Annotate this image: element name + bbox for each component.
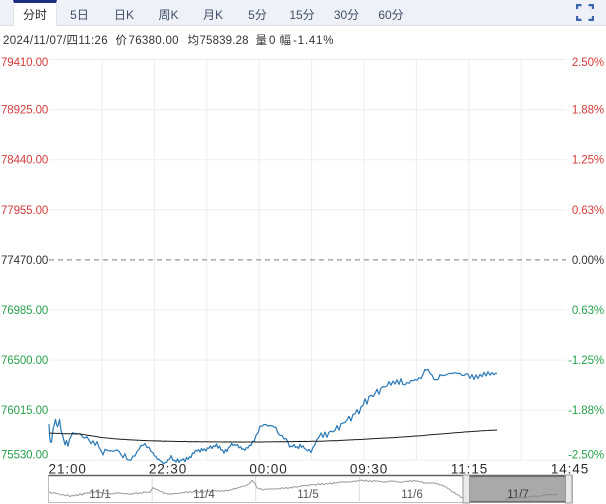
svg-text:09:30: 09:30 <box>350 462 388 477</box>
svg-text:-1.88%: -1.88% <box>568 405 604 417</box>
svg-text:0.00%: 0.00% <box>572 255 604 267</box>
svg-text:11/1: 11/1 <box>89 489 111 501</box>
svg-text:11/4: 11/4 <box>193 489 215 501</box>
svg-text:0.63%: 0.63% <box>572 205 604 217</box>
svg-text:11/6: 11/6 <box>401 489 423 501</box>
svg-text:-2.50%: -2.50% <box>568 450 604 462</box>
svg-text:11:15: 11:15 <box>451 462 488 477</box>
svg-text:76500.00: 76500.00 <box>1 355 48 367</box>
svg-text:2.50%: 2.50% <box>572 57 604 69</box>
svg-text:14:45: 14:45 <box>551 462 589 477</box>
svg-text:1.88%: 1.88% <box>572 105 604 117</box>
svg-text:0.63%: 0.63% <box>572 305 604 317</box>
svg-text:11/5: 11/5 <box>297 489 319 501</box>
svg-text:-1.25%: -1.25% <box>568 355 604 367</box>
svg-text:76985.00: 76985.00 <box>1 305 48 317</box>
svg-text:75530.00: 75530.00 <box>1 450 48 462</box>
svg-text:22:30: 22:30 <box>149 462 187 477</box>
svg-text:77470.00: 77470.00 <box>1 255 48 267</box>
svg-text:78440.00: 78440.00 <box>1 155 48 167</box>
svg-text:11/7: 11/7 <box>507 489 529 501</box>
svg-text:78925.00: 78925.00 <box>1 105 48 117</box>
svg-text:76015.00: 76015.00 <box>1 405 48 417</box>
svg-text:77955.00: 77955.00 <box>1 205 48 217</box>
svg-text:00:00: 00:00 <box>249 462 287 477</box>
svg-text:21:00: 21:00 <box>49 462 87 477</box>
svg-text:79410.00: 79410.00 <box>1 57 48 69</box>
svg-text:1.25%: 1.25% <box>572 155 604 167</box>
